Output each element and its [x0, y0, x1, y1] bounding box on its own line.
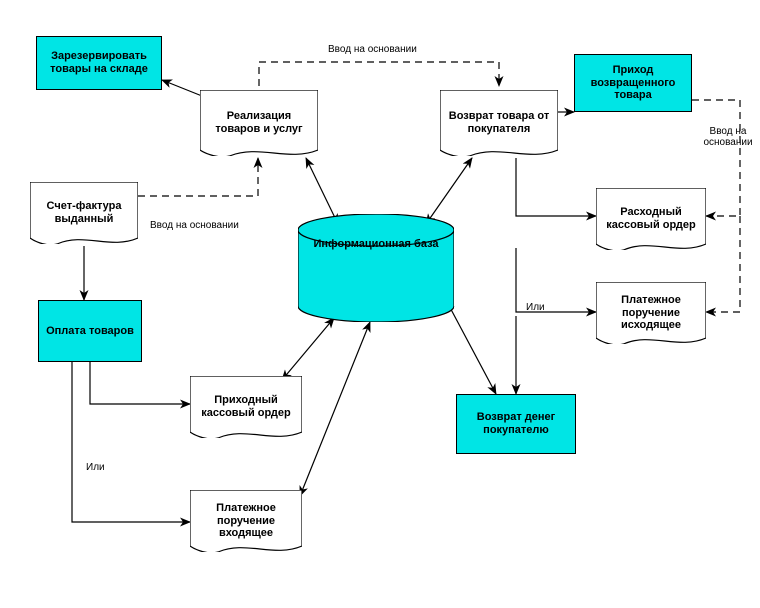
node-payment_out: Платежное поручение исходящее	[596, 282, 706, 344]
edge-real_to_return_top	[259, 62, 499, 86]
label-ili_left: Или	[86, 462, 105, 473]
node-label: Оплата товаров	[44, 325, 136, 338]
node-income_order: Приходный кассовый ордер	[190, 376, 302, 438]
edge-infobase_to_paymentin	[300, 322, 370, 496]
edge-invoice_to_real	[138, 158, 258, 196]
node-expense_order: Расходный кассовый ордер	[596, 188, 706, 250]
node-label: Расходный кассовый ордер	[600, 206, 702, 231]
node-label: Информационная база	[298, 238, 454, 251]
label-vvod_right: Ввод на основании	[696, 126, 760, 148]
node-realization: Реализация товаров и услуг	[200, 90, 318, 156]
node-return_goods: Возврат товара от покупателя	[440, 90, 558, 156]
node-return_money: Возврат денег покупателю	[456, 394, 576, 454]
edge-infobase_to_incomeorder	[282, 318, 334, 380]
node-label: Приход возвращенного товара	[579, 64, 687, 102]
node-label: Зарезервировать товары на складе	[41, 50, 157, 75]
edge-pay_to_paymentin	[72, 362, 190, 522]
label-vvod_top: Ввод на основании	[328, 44, 417, 55]
edge-return_to_expense	[516, 158, 596, 216]
node-reserve: Зарезервировать товары на складе	[36, 36, 162, 90]
node-invoice: Счет-фактура выданный	[30, 182, 138, 244]
node-income_returned: Приход возвращенного товара	[574, 54, 692, 112]
node-label: Платежное поручение исходящее	[600, 294, 702, 332]
node-label: Приходный кассовый ордер	[194, 394, 298, 419]
label-vvod_left: Ввод на основании	[150, 220, 239, 231]
node-label: Возврат товара от покупателя	[444, 110, 554, 135]
node-label: Платежное поручение входящее	[194, 502, 298, 540]
node-label: Возврат денег покупателю	[461, 411, 571, 436]
node-pay_goods: Оплата товаров	[38, 300, 142, 362]
edge-income_to_paymentout	[706, 216, 740, 312]
node-label: Реализация товаров и услуг	[204, 110, 314, 135]
label-ili_right: Или	[526, 302, 545, 313]
node-payment_in: Платежное поручение входящее	[190, 490, 302, 552]
edge-pay_to_incomeorder	[90, 362, 190, 404]
diagram-stage: { "type": "flowchart", "canvas": { "w": …	[0, 0, 760, 608]
node-infobase: Информационная база	[298, 214, 454, 322]
node-label: Счет-фактура выданный	[34, 200, 134, 225]
